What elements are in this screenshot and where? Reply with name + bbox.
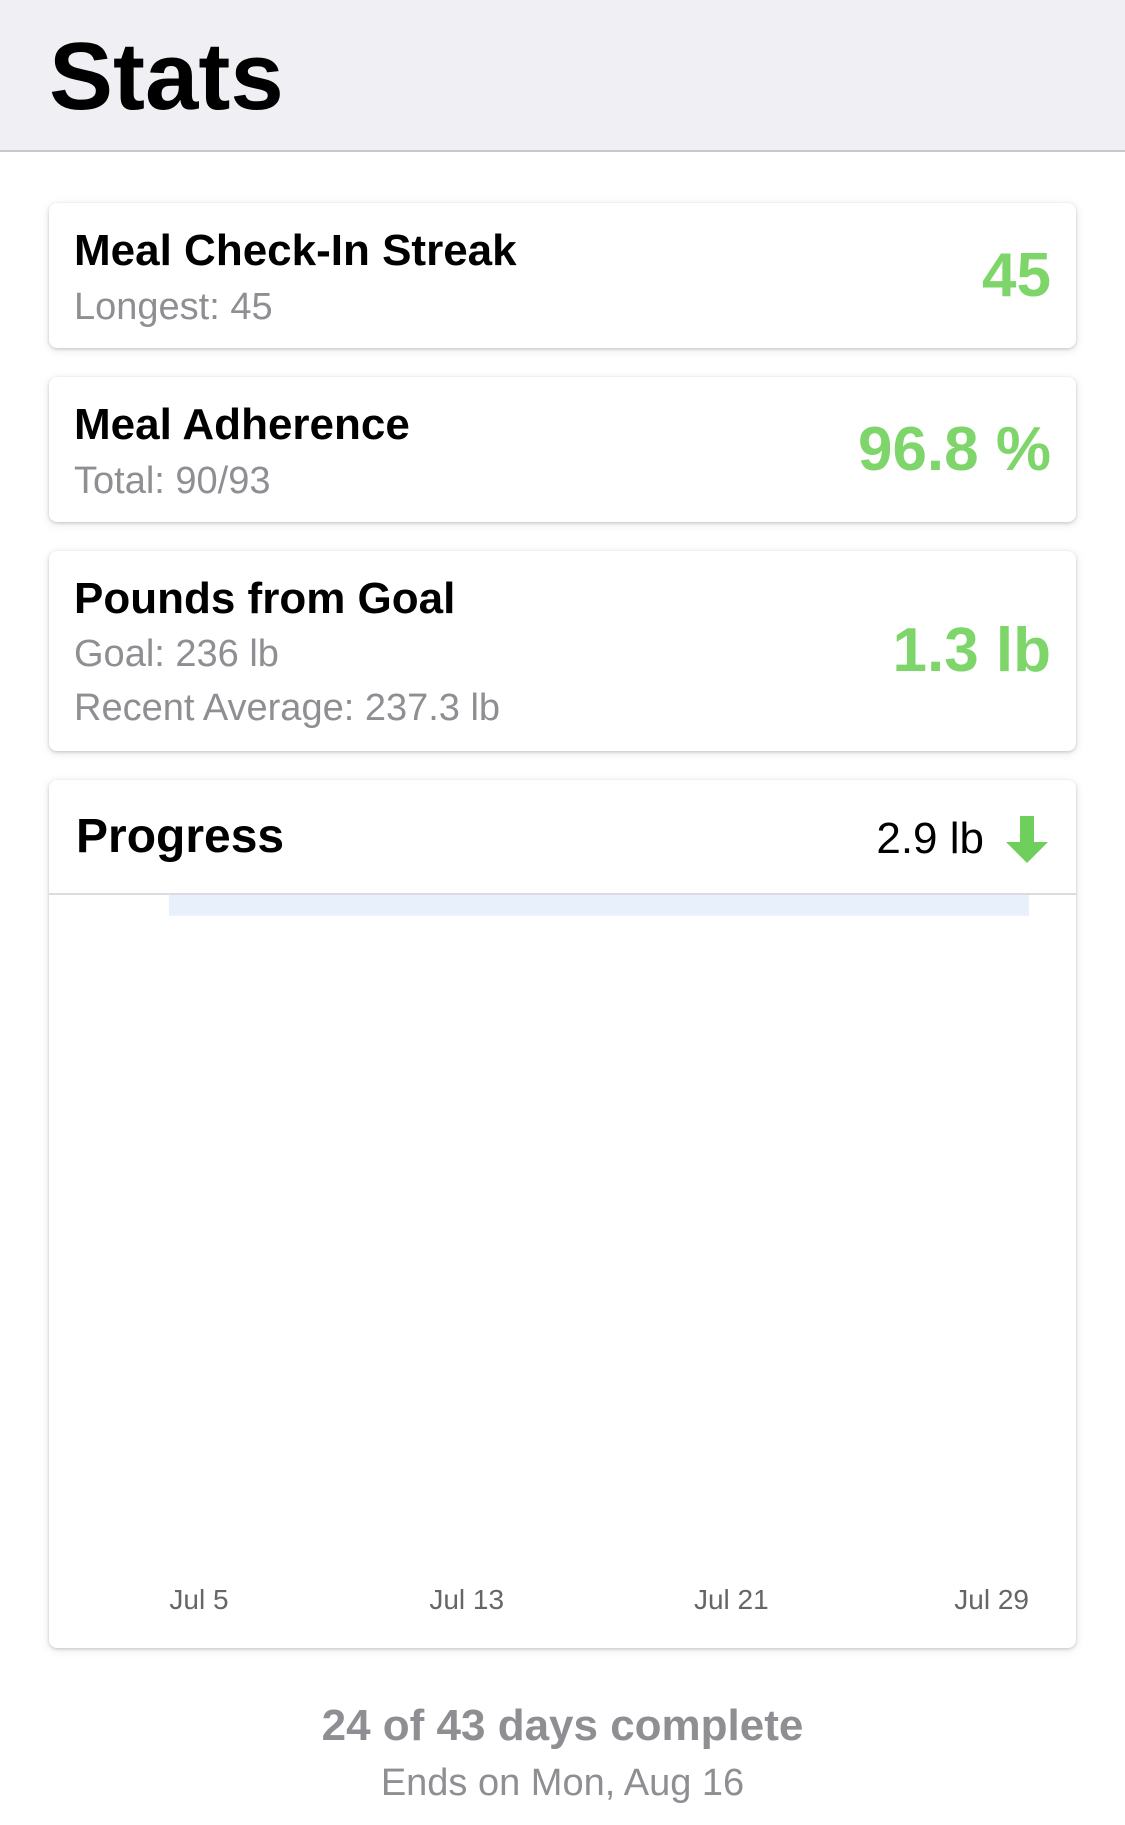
end-date-text: Ends on Mon, Aug 16 — [380, 1762, 745, 1804]
x-tick-label: Jul 5 — [169, 1584, 228, 1615]
progress-change: 2.9 lb — [876, 814, 984, 863]
streak-title: Meal Check-In Streak — [74, 226, 517, 275]
adherence-value: 96.8 % — [857, 415, 1051, 484]
progress-divider — [49, 893, 1076, 895]
nav-header: Stats — [0, 0, 1125, 152]
streak-longest: Longest: 45 — [74, 286, 273, 328]
arrow-down-icon — [1006, 816, 1048, 863]
days-complete-text: 24 of 43 days complete — [321, 1701, 804, 1750]
page-title: Stats — [49, 23, 284, 130]
x-tick-label: Jul 13 — [429, 1584, 504, 1615]
goal-title: Pounds from Goal — [74, 574, 456, 623]
streak-card[interactable]: Meal Check-In Streak Longest: 45 45 — [49, 203, 1076, 348]
goal-card[interactable]: Pounds from Goal Goal: 236 lb Recent Ave… — [49, 551, 1076, 751]
goal-recent-average: Recent Average: 237.3 lb — [74, 687, 501, 729]
progress-title: Progress — [76, 810, 285, 863]
progress-card[interactable]: Progress 2.9 lb 246243240237234 Jul 5Jul… — [49, 780, 1076, 1648]
goal-target: Goal: 236 lb — [74, 633, 279, 675]
streak-value: 45 — [982, 241, 1051, 310]
weight-area — [169, 895, 1029, 916]
x-axis-ticks: Jul 5 Jul 13 Jul 21 Jul 29 — [169, 1584, 1029, 1615]
adherence-total: Total: 90/93 — [74, 460, 271, 502]
goal-value: 1.3 lb — [892, 616, 1051, 685]
adherence-title: Meal Adherence — [74, 400, 410, 449]
adherence-card[interactable]: Meal Adherence Total: 90/93 96.8 % — [49, 377, 1076, 522]
x-tick-label: Jul 21 — [694, 1584, 769, 1615]
x-tick-label: Jul 29 — [954, 1584, 1029, 1615]
